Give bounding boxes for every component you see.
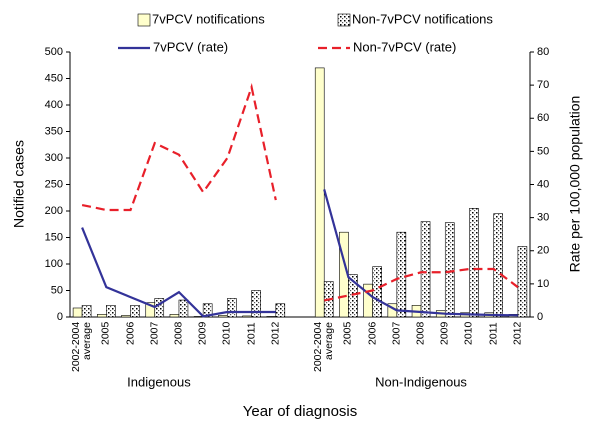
bar: [202, 303, 213, 318]
x-tick-label: 2009: [438, 322, 451, 346]
y2-tick-label: 60: [537, 112, 549, 124]
bar: [348, 274, 358, 318]
bar: [493, 213, 503, 318]
bar: [242, 315, 252, 318]
line: [81, 82, 519, 302]
x-tick-label: 2009: [196, 322, 209, 346]
y-tick-label: 300: [45, 152, 63, 164]
y2-tick-label: 50: [537, 145, 549, 157]
group-label: Indigenous: [127, 374, 191, 389]
group-label: Non-Indigenous: [375, 374, 467, 389]
legend-label: 7vPCV notifications: [152, 11, 265, 26]
bar: [130, 305, 140, 318]
y2-tick-label: 40: [537, 178, 549, 190]
bar: [193, 316, 204, 318]
y-tick-label: 500: [45, 46, 63, 58]
x-tick-label: 2006: [366, 322, 379, 346]
x-tick-label: 2008: [172, 322, 185, 346]
x-tick-label: 2012: [511, 322, 524, 346]
bar: [121, 315, 131, 318]
bar: [178, 299, 189, 318]
y-tick-label: 100: [45, 258, 63, 270]
legend-swatch: [137, 13, 151, 27]
y2-tick-label: 0: [537, 311, 543, 323]
bar: [227, 298, 237, 318]
y2-tick-label: 20: [537, 245, 549, 257]
bar: [275, 303, 286, 318]
x-tick-label: 2006: [124, 322, 137, 346]
y-axis-title: Notified cases: [11, 140, 27, 228]
x-axis-title: Year of diagnosis: [243, 403, 358, 420]
x-tick-label: 2011: [487, 322, 500, 345]
y-tick-label: 400: [45, 99, 63, 111]
y-tick-label: 50: [51, 284, 63, 296]
bar: [81, 305, 92, 318]
bar: [251, 290, 261, 318]
bar: [266, 316, 277, 318]
bar: [363, 283, 373, 318]
y-tick-label: 0: [57, 311, 63, 323]
x-tick-label: 2007: [148, 322, 161, 346]
line: [81, 189, 518, 318]
y-tick-label: 200: [45, 205, 63, 217]
bar: [420, 221, 431, 318]
bar: [314, 67, 325, 318]
y2-tick-label: 80: [537, 46, 549, 58]
y2-tick-label: 30: [537, 212, 549, 224]
bar: [517, 246, 528, 318]
bar: [372, 266, 382, 318]
y-tick-label: 150: [45, 231, 63, 243]
x-tick-label: 2012: [269, 322, 282, 346]
x-tick-label: 2002-2004 average: [70, 322, 94, 373]
bar: [396, 231, 407, 318]
x-tick-label: 2010: [220, 322, 233, 346]
y2-axis-title: Rate per 100,000 population: [567, 96, 583, 273]
legend-label: Non-7vPCV notifications: [352, 11, 493, 26]
y-tick-label: 450: [45, 72, 63, 84]
bar: [169, 314, 180, 318]
bar: [97, 314, 107, 318]
x-tick-label: 2002-2004 average: [312, 322, 336, 373]
bar: [469, 208, 479, 318]
x-tick-label: 2005: [341, 322, 354, 346]
legend-swatch: [337, 13, 351, 27]
bar: [106, 305, 116, 318]
y2-tick-label: 70: [537, 79, 549, 91]
y2-tick-label: 10: [537, 278, 549, 290]
bar: [218, 315, 228, 318]
x-tick-label: 2010: [462, 322, 475, 346]
x-tick-label: 2011: [245, 322, 258, 345]
x-tick-label: 2007: [390, 322, 403, 346]
x-tick-label: 2005: [99, 322, 112, 346]
legend-label: 7vPCV (rate): [153, 39, 228, 54]
bar: [444, 222, 455, 318]
legend-label: Non-7vPCV (rate): [353, 39, 456, 54]
y-tick-label: 250: [45, 178, 63, 190]
bar: [72, 307, 83, 318]
y-tick-label: 350: [45, 125, 63, 137]
x-tick-label: 2008: [414, 322, 427, 346]
